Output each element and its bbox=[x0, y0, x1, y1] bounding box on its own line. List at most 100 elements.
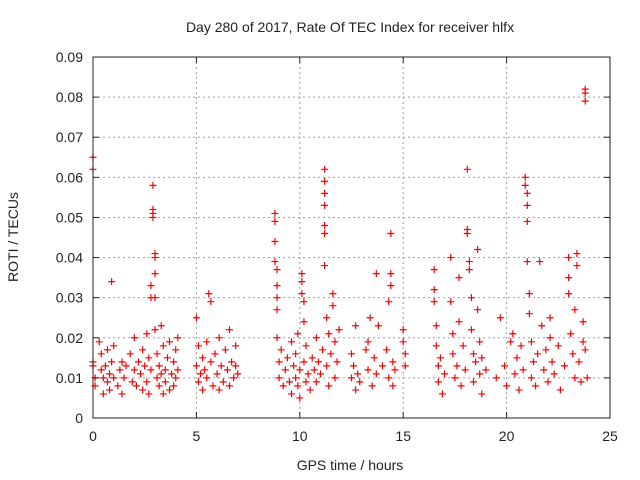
data-point bbox=[99, 374, 107, 382]
data-point bbox=[565, 290, 573, 298]
data-point bbox=[321, 229, 329, 237]
data-point bbox=[296, 394, 304, 402]
data-point bbox=[387, 229, 395, 237]
data-point bbox=[130, 334, 138, 342]
data-point bbox=[356, 378, 364, 386]
data-point bbox=[447, 298, 455, 306]
data-point bbox=[436, 354, 444, 362]
data-point bbox=[273, 266, 281, 274]
data-point bbox=[285, 378, 293, 386]
data-point bbox=[174, 334, 182, 342]
data-point bbox=[329, 290, 337, 298]
data-point bbox=[219, 378, 227, 386]
data-point bbox=[283, 354, 291, 362]
data-point bbox=[364, 366, 372, 374]
data-point bbox=[432, 342, 440, 350]
data-point bbox=[172, 374, 180, 382]
data-point bbox=[453, 362, 461, 370]
data-point bbox=[451, 374, 459, 382]
plot-frame bbox=[92, 56, 611, 419]
data-point bbox=[294, 382, 302, 390]
data-point bbox=[391, 366, 399, 374]
data-point bbox=[203, 338, 211, 346]
data-point bbox=[364, 338, 372, 346]
data-point bbox=[389, 382, 397, 390]
data-point bbox=[544, 378, 552, 386]
data-point bbox=[217, 362, 225, 370]
data-point bbox=[352, 322, 360, 330]
data-point bbox=[288, 390, 296, 398]
data-point bbox=[370, 354, 378, 362]
data-point bbox=[151, 270, 159, 278]
data-point bbox=[298, 270, 306, 278]
data-point bbox=[474, 306, 482, 314]
data-point bbox=[143, 378, 151, 386]
data-point bbox=[368, 382, 376, 390]
data-point bbox=[331, 338, 339, 346]
data-point bbox=[517, 342, 525, 350]
data-point bbox=[300, 358, 308, 366]
data-point bbox=[470, 350, 478, 358]
x-tick-label: 20 bbox=[499, 428, 515, 444]
data-point bbox=[95, 338, 103, 346]
data-point bbox=[581, 97, 589, 105]
data-point bbox=[507, 338, 515, 346]
data-point bbox=[348, 350, 355, 358]
data-point bbox=[118, 390, 126, 398]
data-point bbox=[207, 298, 215, 306]
data-point bbox=[275, 374, 283, 382]
data-point bbox=[143, 330, 151, 338]
data-point bbox=[329, 302, 337, 310]
data-point bbox=[155, 382, 163, 390]
data-point bbox=[321, 177, 329, 185]
data-point bbox=[157, 322, 165, 330]
data-point bbox=[213, 370, 221, 378]
data-point bbox=[571, 306, 579, 314]
data-point bbox=[199, 386, 207, 394]
data-point bbox=[430, 286, 438, 294]
data-point bbox=[463, 229, 471, 237]
data-point bbox=[532, 382, 540, 390]
data-point bbox=[110, 374, 118, 382]
data-point bbox=[302, 342, 310, 350]
data-point bbox=[325, 330, 333, 338]
data-point bbox=[321, 262, 329, 270]
data-point bbox=[478, 354, 486, 362]
data-point bbox=[108, 278, 116, 286]
data-point bbox=[385, 374, 393, 382]
data-point bbox=[116, 366, 124, 374]
data-point bbox=[387, 270, 395, 278]
data-point bbox=[149, 213, 157, 221]
data-point bbox=[141, 362, 149, 370]
data-point bbox=[97, 366, 105, 374]
data-point bbox=[325, 382, 333, 390]
x-axis-label: GPS time / hours bbox=[297, 457, 404, 473]
data-point bbox=[271, 258, 279, 266]
data-point bbox=[461, 366, 469, 374]
data-point bbox=[438, 390, 446, 398]
data-point bbox=[434, 378, 442, 386]
data-point bbox=[321, 201, 329, 209]
y-tick-label: 0.01 bbox=[56, 370, 83, 386]
y-tick-label: 0.09 bbox=[56, 49, 83, 65]
y-tick-label: 0 bbox=[75, 410, 83, 426]
data-point bbox=[323, 362, 331, 370]
data-point bbox=[372, 270, 380, 278]
data-point bbox=[294, 330, 302, 338]
data-point bbox=[197, 370, 205, 378]
data-point bbox=[467, 326, 475, 334]
data-point bbox=[192, 362, 200, 370]
y-tick-label: 0.08 bbox=[56, 89, 83, 105]
data-point bbox=[577, 378, 585, 386]
data-point bbox=[103, 378, 111, 386]
data-point bbox=[523, 201, 531, 209]
data-point bbox=[273, 294, 281, 302]
data-point bbox=[331, 374, 339, 382]
data-point bbox=[281, 366, 289, 374]
data-point bbox=[449, 330, 457, 338]
data-point bbox=[519, 366, 527, 374]
data-point bbox=[157, 370, 165, 378]
data-point bbox=[172, 346, 180, 354]
data-point bbox=[385, 298, 393, 306]
data-point bbox=[228, 358, 236, 366]
